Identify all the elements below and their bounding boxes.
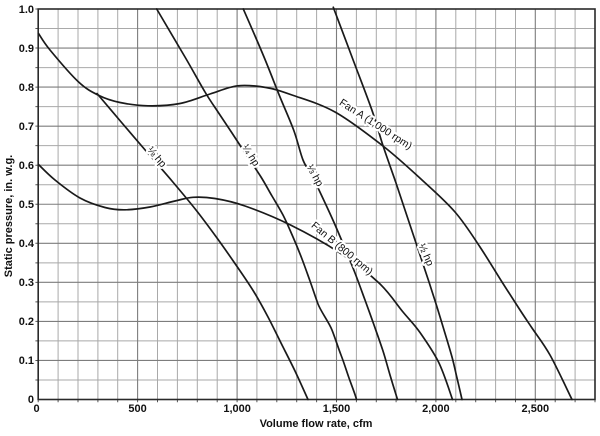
- svg-text:0.1: 0.1: [19, 355, 34, 367]
- svg-text:0: 0: [28, 394, 34, 406]
- svg-text:0: 0: [33, 403, 39, 415]
- svg-text:2,500: 2,500: [522, 403, 550, 415]
- svg-text:Static pressure, in. w.g.: Static pressure, in. w.g.: [3, 155, 15, 277]
- svg-text:0.9: 0.9: [19, 43, 34, 55]
- svg-text:Volume flow rate, cfm: Volume flow rate, cfm: [260, 418, 373, 430]
- svg-text:1,000: 1,000: [223, 403, 251, 415]
- svg-text:0.8: 0.8: [19, 82, 34, 94]
- svg-text:0.6: 0.6: [19, 160, 34, 172]
- svg-text:0.3: 0.3: [19, 277, 34, 289]
- svg-text:0.2: 0.2: [19, 316, 34, 328]
- svg-text:1.0: 1.0: [19, 4, 34, 16]
- svg-text:500: 500: [128, 403, 146, 415]
- svg-text:1,500: 1,500: [323, 403, 351, 415]
- svg-text:0.5: 0.5: [19, 199, 34, 211]
- svg-text:0.4: 0.4: [19, 238, 35, 250]
- svg-text:0.7: 0.7: [19, 121, 34, 133]
- svg-text:2,000: 2,000: [422, 403, 450, 415]
